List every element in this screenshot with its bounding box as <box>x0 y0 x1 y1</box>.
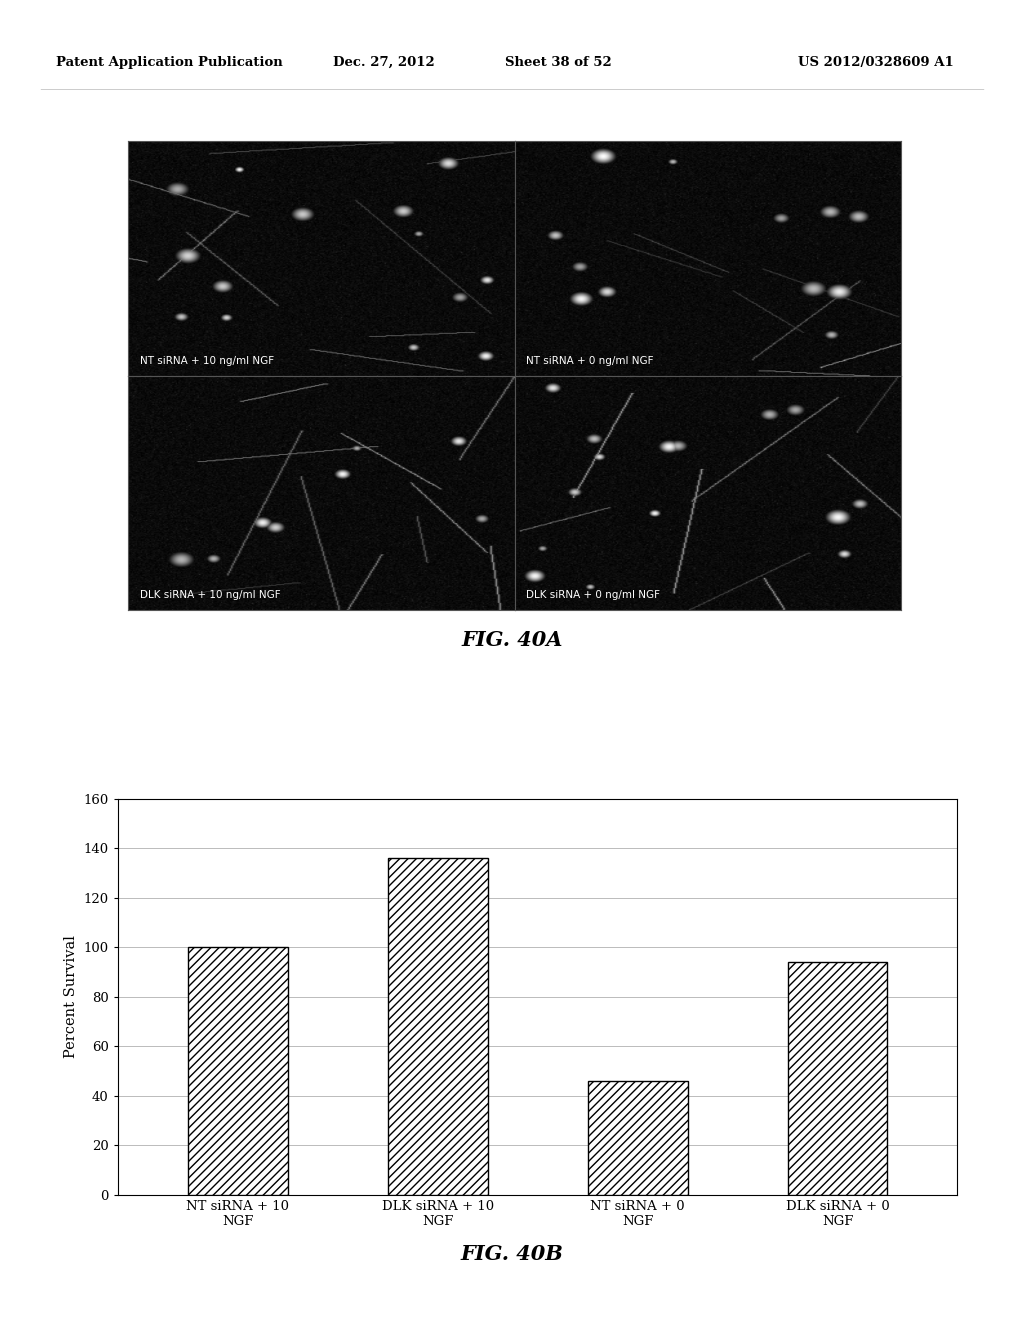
Text: DLK siRNA + 0 ng/ml NGF: DLK siRNA + 0 ng/ml NGF <box>526 590 660 601</box>
Text: FIG. 40A: FIG. 40A <box>461 630 563 651</box>
Bar <box>787 962 888 1195</box>
Text: NT siRNA + 10 ng/ml NGF: NT siRNA + 10 ng/ml NGF <box>139 356 273 366</box>
Text: Patent Application Publication: Patent Application Publication <box>56 55 283 69</box>
Text: NT siRNA + 0 ng/ml NGF: NT siRNA + 0 ng/ml NGF <box>526 356 653 366</box>
Text: FIG. 40B: FIG. 40B <box>461 1243 563 1265</box>
Text: US 2012/0328609 A1: US 2012/0328609 A1 <box>798 55 953 69</box>
Bar <box>588 1081 687 1195</box>
Bar <box>187 948 288 1195</box>
Text: Sheet 38 of 52: Sheet 38 of 52 <box>505 55 611 69</box>
Text: DLK siRNA + 10 ng/ml NGF: DLK siRNA + 10 ng/ml NGF <box>139 590 281 601</box>
Y-axis label: Percent Survival: Percent Survival <box>63 935 78 1059</box>
Bar <box>388 858 487 1195</box>
Text: Dec. 27, 2012: Dec. 27, 2012 <box>333 55 435 69</box>
